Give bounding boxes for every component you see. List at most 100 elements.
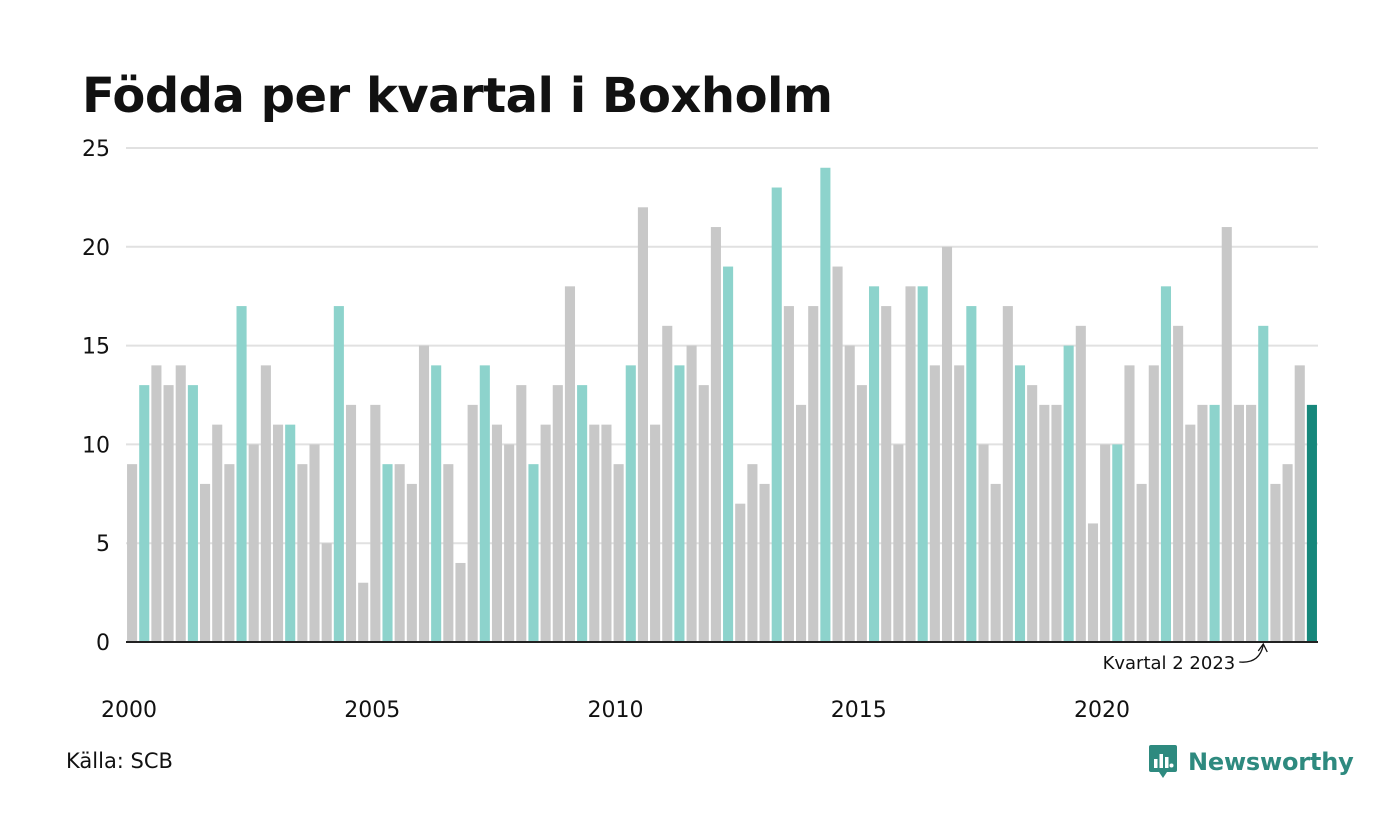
bar	[613, 464, 624, 642]
bar	[321, 543, 332, 642]
bar	[1258, 325, 1269, 642]
bar	[443, 464, 454, 642]
y-tick-label: 10	[82, 433, 110, 458]
bar	[1173, 325, 1184, 642]
bar	[844, 345, 855, 642]
bar	[1209, 404, 1220, 642]
bar	[333, 306, 344, 642]
x-tick-label: 2020	[1074, 698, 1130, 723]
bar	[686, 345, 697, 642]
bar	[625, 365, 636, 642]
bar	[455, 562, 466, 642]
bar	[941, 246, 953, 643]
bar	[467, 404, 478, 642]
bar	[248, 444, 259, 642]
y-tick-label: 0	[96, 631, 110, 656]
bar	[808, 306, 819, 642]
bar	[163, 385, 174, 642]
bar	[431, 365, 442, 642]
bar	[1148, 365, 1159, 642]
bar	[832, 266, 843, 642]
x-tick-label: 2000	[101, 698, 157, 723]
bar	[187, 385, 198, 642]
bar	[1124, 365, 1135, 642]
bar	[272, 424, 284, 642]
bar	[139, 385, 150, 642]
y-tick-label: 5	[96, 532, 110, 557]
bar	[966, 306, 977, 642]
bar	[1197, 404, 1208, 642]
bar	[1075, 325, 1086, 642]
bar	[796, 404, 807, 642]
bar	[990, 483, 1001, 642]
bars	[127, 167, 1317, 643]
bar	[1112, 444, 1123, 642]
bar	[747, 464, 758, 642]
bar	[1233, 404, 1244, 642]
bar	[528, 464, 539, 642]
annotation-label: Kvartal 2 2023	[1103, 653, 1236, 674]
bar	[735, 503, 746, 642]
bar	[394, 464, 405, 642]
chart-title: Födda per kvartal i Boxholm	[82, 68, 833, 124]
bar	[382, 464, 393, 642]
bar	[516, 385, 527, 642]
annotation-arrowhead	[1257, 642, 1268, 653]
bar	[637, 207, 648, 642]
y-tick-label: 15	[82, 335, 110, 360]
bar	[929, 365, 940, 642]
bar	[260, 365, 271, 642]
bar	[577, 385, 588, 642]
annotation-arrow	[1239, 644, 1264, 663]
bar	[309, 444, 320, 642]
bar	[905, 286, 916, 642]
bar	[224, 464, 235, 642]
bar	[1246, 404, 1257, 642]
bar	[175, 365, 186, 642]
bar	[1027, 385, 1038, 642]
bar	[698, 385, 709, 642]
bar	[954, 365, 965, 642]
bar	[893, 444, 904, 642]
newsworthy-logo: Newsworthy	[1148, 744, 1354, 780]
bar	[1294, 365, 1305, 642]
bar	[820, 167, 831, 642]
bar	[1051, 404, 1062, 642]
bar	[674, 365, 685, 642]
bar	[881, 306, 892, 642]
annotation: Kvartal 2 2023	[1103, 642, 1268, 674]
bar	[236, 306, 247, 642]
bar	[917, 286, 928, 642]
bar	[1282, 464, 1293, 642]
bar	[285, 424, 296, 642]
bar	[710, 227, 721, 643]
bar	[783, 306, 794, 642]
bar	[1002, 306, 1013, 642]
bar	[868, 286, 880, 642]
bar	[1014, 365, 1026, 642]
bar	[212, 424, 223, 642]
brand-name: Newsworthy	[1188, 748, 1354, 776]
bar	[1063, 345, 1074, 642]
bar	[491, 424, 503, 642]
bar	[1039, 404, 1050, 642]
source-label: Källa: SCB	[66, 749, 173, 773]
bar	[479, 365, 490, 642]
bar	[1306, 404, 1317, 642]
bar	[345, 404, 357, 642]
bar	[151, 365, 162, 642]
bar	[978, 444, 989, 642]
bar	[771, 187, 782, 642]
axes: 0 5 10 15 20 25 2000 2005 2010 2015 2020	[82, 137, 1318, 723]
bar	[650, 424, 661, 642]
bar	[127, 464, 138, 642]
bar	[406, 483, 417, 642]
bar	[370, 404, 381, 642]
bar	[200, 483, 211, 642]
bar	[662, 325, 673, 642]
bar	[1100, 444, 1111, 642]
bar	[601, 424, 612, 642]
bar	[1136, 483, 1147, 642]
bar	[589, 424, 600, 642]
